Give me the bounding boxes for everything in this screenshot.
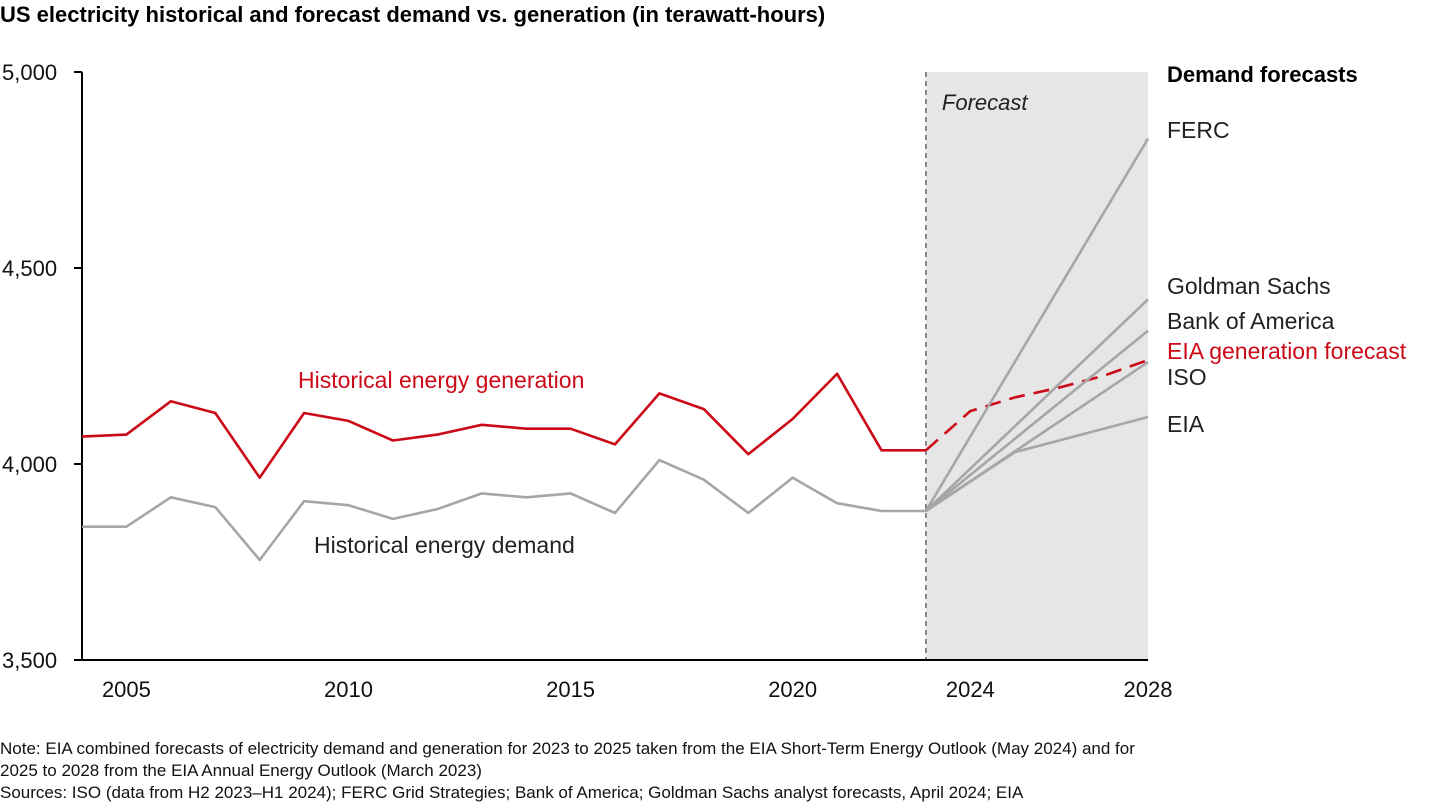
x-tick-label: 2024 — [946, 677, 995, 702]
forecast-label-bank-of-america: Bank of America — [1167, 308, 1335, 334]
series-label-demand: Historical energy demand — [314, 532, 575, 558]
chart-title: US electricity historical and forecast d… — [0, 2, 826, 27]
x-tick-label: 2028 — [1124, 677, 1173, 702]
y-tick-label: 5,000 — [2, 60, 57, 85]
y-tick-label: 4,500 — [2, 256, 57, 281]
note-line-1: Note: EIA combined forecasts of electric… — [0, 739, 1135, 758]
note-line-2: 2025 to 2028 from the EIA Annual Energy … — [0, 761, 482, 780]
x-tick-label: 2005 — [102, 677, 151, 702]
series-line-ferc — [924, 137, 1150, 512]
y-tick-label: 3,500 — [2, 648, 57, 673]
forecast-label-eia-generation-forecast: EIA generation forecast — [1167, 338, 1407, 364]
series-line-historical-energy-generation — [81, 372, 926, 480]
forecast-label-iso: ISO — [1167, 364, 1207, 390]
forecast-region — [925, 72, 1148, 660]
forecast-label-goldman-sachs: Goldman Sachs — [1167, 273, 1331, 299]
forecast-label: Forecast — [942, 90, 1028, 115]
series-line-historical-energy-demand — [82, 458, 926, 562]
forecast-label-ferc: FERC — [1167, 117, 1230, 143]
series-line-eia-generation-forecast — [925, 358, 1149, 452]
series-line-eia — [925, 415, 1149, 513]
x-tick-label: 2015 — [546, 677, 595, 702]
legend-title: Demand forecasts — [1167, 62, 1358, 87]
series-line-bank-of-america — [925, 329, 1149, 513]
forecast-label-eia: EIA — [1167, 411, 1205, 437]
series-label-generation: Historical energy generation — [298, 367, 584, 393]
series-line-goldman-sachs — [925, 298, 1149, 512]
line-chart: Forecast 3,500 4,000 4,500 5,000 2005 2010 2015… — [2, 60, 1407, 702]
chart-footer: Note: EIA combined forecasts of electric… — [0, 738, 1430, 804]
x-tick-label: 2020 — [768, 677, 817, 702]
sources-line: Sources: ISO (data from H2 2023–H1 2024)… — [0, 783, 1024, 802]
y-tick-label: 4,000 — [2, 452, 57, 477]
x-tick-label: 2010 — [324, 677, 373, 702]
